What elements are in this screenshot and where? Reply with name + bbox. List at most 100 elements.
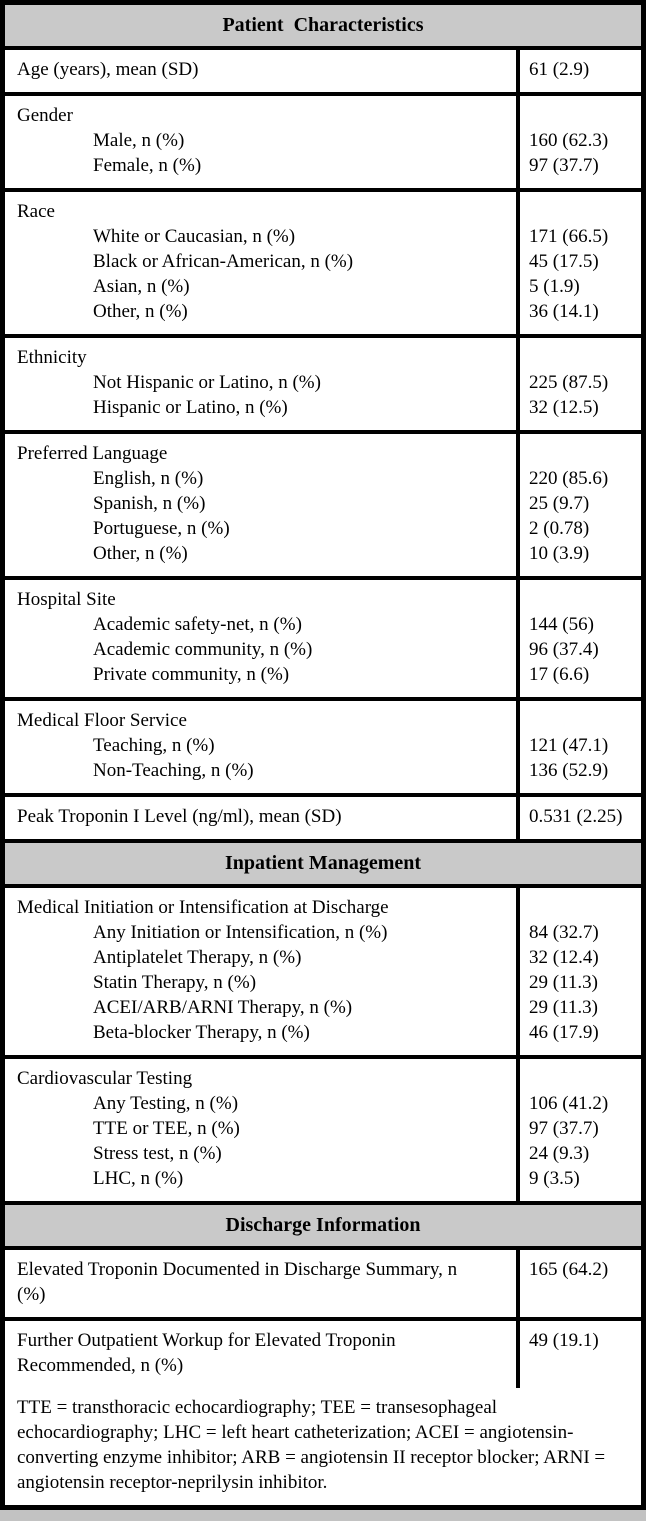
sub-item-value: 2 (0.78): [529, 518, 590, 539]
sub-item-value: 106 (41.2): [529, 1093, 609, 1114]
sub-item-value: 10 (3.9): [529, 543, 590, 564]
sub-item-value: 45 (17.5): [529, 251, 599, 272]
sub-item-label: Male, n (%): [93, 130, 185, 151]
sub-item-label: White or Caucasian, n (%): [93, 226, 296, 247]
row-label-cell: Medical Initiation or Intensification at…: [5, 888, 520, 1055]
sub-item-value: 160 (62.3): [529, 130, 609, 151]
sub-item-label: Antiplatelet Therapy, n (%): [93, 947, 302, 968]
row-label-cell: Hospital Site Academic safety-net, n (%) A…: [5, 580, 520, 697]
sub-item-label: Academic safety-net, n (%): [93, 614, 302, 635]
row-value-cell: 61 (2.9): [520, 50, 641, 92]
sub-item-value: 36 (14.1): [529, 301, 599, 322]
row-group-label: Medical Floor Service: [17, 710, 187, 731]
sub-item-label: Hispanic or Latino, n (%): [93, 397, 288, 418]
row-label: Peak Troponin I Level (ng/ml), mean (SD): [17, 806, 342, 827]
row-value-cell: 220 (85.6) 25 (9.7) 2 (0.78) 10 (3.9): [520, 434, 641, 576]
row-group-label: Cardiovascular Testing: [17, 1068, 193, 1089]
row-value-cell: 160 (62.3) 97 (37.7): [520, 96, 641, 188]
sub-item-label: Any Initiation or Intensification, n (%): [93, 922, 388, 943]
table-row: Further Outpatient Workup for Elevated T…: [5, 1321, 641, 1388]
sub-item-label: Black or African-American, n (%): [93, 251, 354, 272]
row-label-cell: Peak Troponin I Level (ng/ml), mean (SD): [5, 797, 520, 839]
row-value-cell: 144 (56) 96 (37.4) 17 (6.6): [520, 580, 641, 697]
table-footnote: TTE = transthoracic echocardiography; TE…: [17, 1397, 606, 1493]
row-group-label: Preferred Language: [17, 443, 168, 464]
row-group-label: Race: [17, 201, 55, 222]
sub-item-value: 84 (32.7): [529, 922, 599, 943]
sub-item-label: Academic community, n (%): [93, 639, 313, 660]
sub-item-label: Asian, n (%): [93, 276, 190, 297]
row-label: Elevated Troponin Documented in Discharg…: [17, 1259, 458, 1305]
sub-item-value: 24 (9.3): [529, 1143, 590, 1164]
row-label-cell: Preferred Language English, n (%) Spanish,…: [5, 434, 520, 576]
sub-item-value: 136 (52.9): [529, 760, 609, 781]
table-row: Hospital Site Academic safety-net, n (%) A…: [5, 580, 641, 701]
row-value-cell: 225 (87.5) 32 (12.5): [520, 338, 641, 430]
sub-item-value: 29 (11.3): [529, 997, 598, 1018]
sub-item-label: Not Hispanic or Latino, n (%): [93, 372, 321, 393]
sub-item-label: Any Testing, n (%): [93, 1093, 239, 1114]
sub-item-value: 17 (6.6): [529, 664, 590, 685]
row-label: Age (years), mean (SD): [17, 59, 199, 80]
sub-item-label: TTE or TEE, n (%): [93, 1118, 240, 1139]
sub-item-value: 32 (12.4): [529, 947, 599, 968]
sub-item-label: Spanish, n (%): [93, 493, 206, 514]
sub-item-label: Beta-blocker Therapy, n (%): [93, 1022, 310, 1043]
table-row: Preferred Language English, n (%) Spanish,…: [5, 434, 641, 580]
row-value: 61 (2.9): [529, 59, 590, 80]
section-header-discharge-information: Discharge Information: [5, 1205, 641, 1250]
sub-item-value: 46 (17.9): [529, 1022, 599, 1043]
row-value-cell: 165 (64.2): [520, 1250, 641, 1317]
row-value: 49 (19.1): [529, 1330, 599, 1351]
row-value-cell: 49 (19.1): [520, 1321, 641, 1388]
sub-item-value: 96 (37.4): [529, 639, 599, 660]
row-label-cell: Further Outpatient Workup for Elevated T…: [5, 1321, 520, 1388]
sub-item-label: Other, n (%): [93, 543, 188, 564]
sub-item-value: 25 (9.7): [529, 493, 590, 514]
sub-item-label: Stress test, n (%): [93, 1143, 222, 1164]
table-row: Medical Floor Service Teaching, n (%) Non-…: [5, 701, 641, 797]
sub-item-value: 97 (37.7): [529, 155, 599, 176]
sub-item-label: Portuguese, n (%): [93, 518, 230, 539]
section-header-inpatient-management: Inpatient Management: [5, 843, 641, 888]
row-value: 0.531 (2.25): [529, 806, 623, 827]
table-row: Elevated Troponin Documented in Discharg…: [5, 1250, 641, 1321]
sub-item-label: LHC, n (%): [93, 1168, 184, 1189]
table-row: Ethnicity Not Hispanic or Latino, n (%) Hi…: [5, 338, 641, 434]
sub-item-label: Other, n (%): [93, 301, 188, 322]
row-label-cell: Race White or Caucasian, n (%) Black or Af…: [5, 192, 520, 334]
row-group-label: Gender: [17, 105, 73, 126]
row-label-cell: Age (years), mean (SD): [5, 50, 520, 92]
table-row: Race White or Caucasian, n (%) Black or Af…: [5, 192, 641, 338]
table-row: Cardiovascular Testing Any Testing, n (%)…: [5, 1059, 641, 1205]
row-value-cell: 106 (41.2) 97 (37.7) 24 (9.3) 9 (3.5): [520, 1059, 641, 1201]
sub-item-value: 220 (85.6): [529, 468, 609, 489]
row-label-cell: Ethnicity Not Hispanic or Latino, n (%) Hi…: [5, 338, 520, 430]
row-value: 165 (64.2): [529, 1259, 609, 1280]
sub-item-value: 29 (11.3): [529, 972, 598, 993]
sub-item-value: 9 (3.5): [529, 1168, 580, 1189]
sub-item-value: 97 (37.7): [529, 1118, 599, 1139]
sub-item-value: 121 (47.1): [529, 735, 609, 756]
row-value-cell: 171 (66.5) 45 (17.5) 5 (1.9) 36 (14.1): [520, 192, 641, 334]
table-row: Age (years), mean (SD) 61 (2.9): [5, 50, 641, 96]
page-bottom-strip: [0, 1510, 646, 1517]
sub-item-value: 5 (1.9): [529, 276, 580, 297]
sub-item-value: 32 (12.5): [529, 397, 599, 418]
sub-item-label: ACEI/ARB/ARNI Therapy, n (%): [93, 997, 353, 1018]
row-label-cell: Gender Male, n (%) Female, n (%): [5, 96, 520, 188]
row-group-label: Ethnicity: [17, 347, 87, 368]
table-row: Medical Initiation or Intensification at…: [5, 888, 641, 1059]
row-group-label: Medical Initiation or Intensification at…: [17, 897, 389, 918]
table-row: Gender Male, n (%) Female, n (%) 160 (62.3…: [5, 96, 641, 192]
sub-item-value: 225 (87.5): [529, 372, 609, 393]
row-label-cell: Elevated Troponin Documented in Discharg…: [5, 1250, 520, 1317]
sub-item-label: Female, n (%): [93, 155, 202, 176]
row-label: Further Outpatient Workup for Elevated T…: [17, 1330, 396, 1376]
row-value-cell: 0.531 (2.25): [520, 797, 641, 839]
row-value-cell: 84 (32.7) 32 (12.4) 29 (11.3) 29 (11.3) 46 (…: [520, 888, 641, 1055]
sub-item-label: Private community, n (%): [93, 664, 290, 685]
row-group-label: Hospital Site: [17, 589, 116, 610]
